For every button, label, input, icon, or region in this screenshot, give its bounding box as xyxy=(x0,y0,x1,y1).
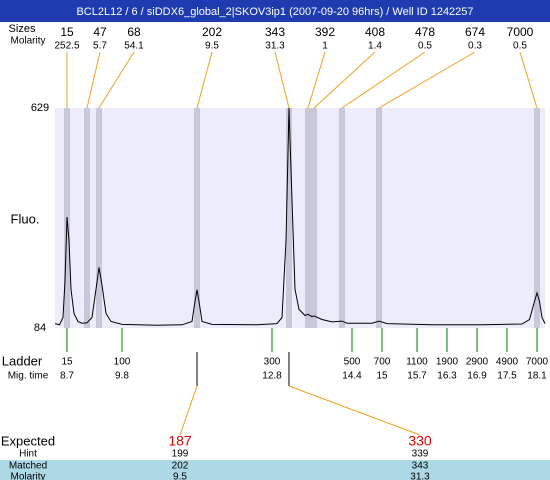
ladder-size: 500 xyxy=(344,357,361,368)
ladder-time: 17.5 xyxy=(497,371,517,382)
peak-band xyxy=(534,108,540,328)
mig-time-label: Mig. time xyxy=(8,371,49,382)
peak-band xyxy=(286,108,292,328)
peak-size: 408 xyxy=(365,25,385,39)
title-bar xyxy=(0,0,550,22)
ladder-size: 700 xyxy=(374,357,391,368)
table-matched: 343 xyxy=(412,461,429,472)
peak-molarity: 0.5 xyxy=(418,41,432,52)
ladder-size: 15 xyxy=(61,357,73,368)
peak-molarity: 5.7 xyxy=(93,41,107,52)
title: BCL2L12 / 6 / siDDX6_global_2|SKOV3ip1 (… xyxy=(76,6,473,18)
ladder-time: 8.7 xyxy=(60,371,74,382)
peak-band xyxy=(311,108,317,328)
y-tick-label: 629 xyxy=(31,102,49,114)
y-axis-label: Fluo. xyxy=(11,211,40,226)
ladder-time: 14.4 xyxy=(342,371,362,382)
ladder-time: 15 xyxy=(376,371,388,382)
peak-molarity: 31.3 xyxy=(265,41,285,52)
peak-leader xyxy=(86,51,101,109)
peak-leader xyxy=(341,51,426,109)
table-row-label: Hint xyxy=(19,449,37,460)
peak-leader xyxy=(307,51,326,109)
peak-size: 7000 xyxy=(507,25,534,39)
table-row-label: Molarity xyxy=(10,472,45,480)
expected-leader xyxy=(179,385,198,436)
peak-molarity: 54.1 xyxy=(124,41,144,52)
ladder-size: 1900 xyxy=(436,357,459,368)
ladder-size: 7000 xyxy=(526,357,549,368)
peak-leader xyxy=(196,51,213,109)
peak-molarity: 9.5 xyxy=(205,41,219,52)
ladder-time: 15.7 xyxy=(407,371,427,382)
peak-size: 674 xyxy=(465,25,485,39)
peak-row-label: Molarity xyxy=(10,36,45,47)
peak-molarity: 0.3 xyxy=(468,41,482,52)
table-hint: 339 xyxy=(412,449,429,460)
peak-size: 392 xyxy=(315,25,335,39)
table-row-label: Matched xyxy=(9,461,47,472)
peak-leader xyxy=(378,51,476,109)
peak-leader xyxy=(313,51,376,109)
expected-leader xyxy=(288,385,421,436)
peak-size: 478 xyxy=(415,25,435,39)
expected-value: 330 xyxy=(408,433,432,449)
trace-line xyxy=(54,107,546,326)
table-molarity: 31.3 xyxy=(410,472,430,480)
peak-band xyxy=(194,108,200,328)
peak-molarity: 0.5 xyxy=(513,41,527,52)
peak-size: 343 xyxy=(265,25,285,39)
peak-row-label: Sizes xyxy=(9,23,36,35)
peak-molarity: 1 xyxy=(322,41,328,52)
peak-size: 47 xyxy=(93,25,107,39)
plot-area xyxy=(55,108,545,328)
table-row-label: Expected xyxy=(1,433,55,448)
ladder-label: Ladder xyxy=(2,353,43,368)
peak-size: 68 xyxy=(127,25,141,39)
ladder-size: 4900 xyxy=(496,357,519,368)
peak-band xyxy=(84,108,90,328)
y-tick-label: 84 xyxy=(34,322,46,334)
ladder-time: 16.3 xyxy=(437,371,457,382)
table-matched: 202 xyxy=(172,461,189,472)
table-highlight xyxy=(0,460,550,480)
peak-band xyxy=(305,108,311,328)
peak-leader xyxy=(274,51,290,109)
ladder-time: 9.8 xyxy=(115,371,129,382)
table-hint: 199 xyxy=(172,449,189,460)
ladder-size: 2900 xyxy=(466,357,489,368)
peak-size: 202 xyxy=(202,25,222,39)
ladder-time: 12.8 xyxy=(262,371,282,382)
ladder-time: 16.9 xyxy=(467,371,487,382)
ladder-size: 1100 xyxy=(406,357,428,368)
peak-molarity: 1.4 xyxy=(368,41,382,52)
ladder-time: 18.1 xyxy=(527,371,547,382)
ladder-size: 100 xyxy=(114,357,131,368)
peak-molarity: 252.5 xyxy=(54,41,79,52)
table-molarity: 9.5 xyxy=(173,472,187,480)
peak-leader xyxy=(519,51,538,109)
ladder-size: 300 xyxy=(264,357,281,368)
peak-band xyxy=(339,108,345,328)
peak-band xyxy=(376,108,382,328)
expected-value: 187 xyxy=(168,433,192,449)
peak-leader xyxy=(98,51,135,109)
peak-size: 15 xyxy=(60,25,74,39)
peak-band xyxy=(96,108,102,328)
